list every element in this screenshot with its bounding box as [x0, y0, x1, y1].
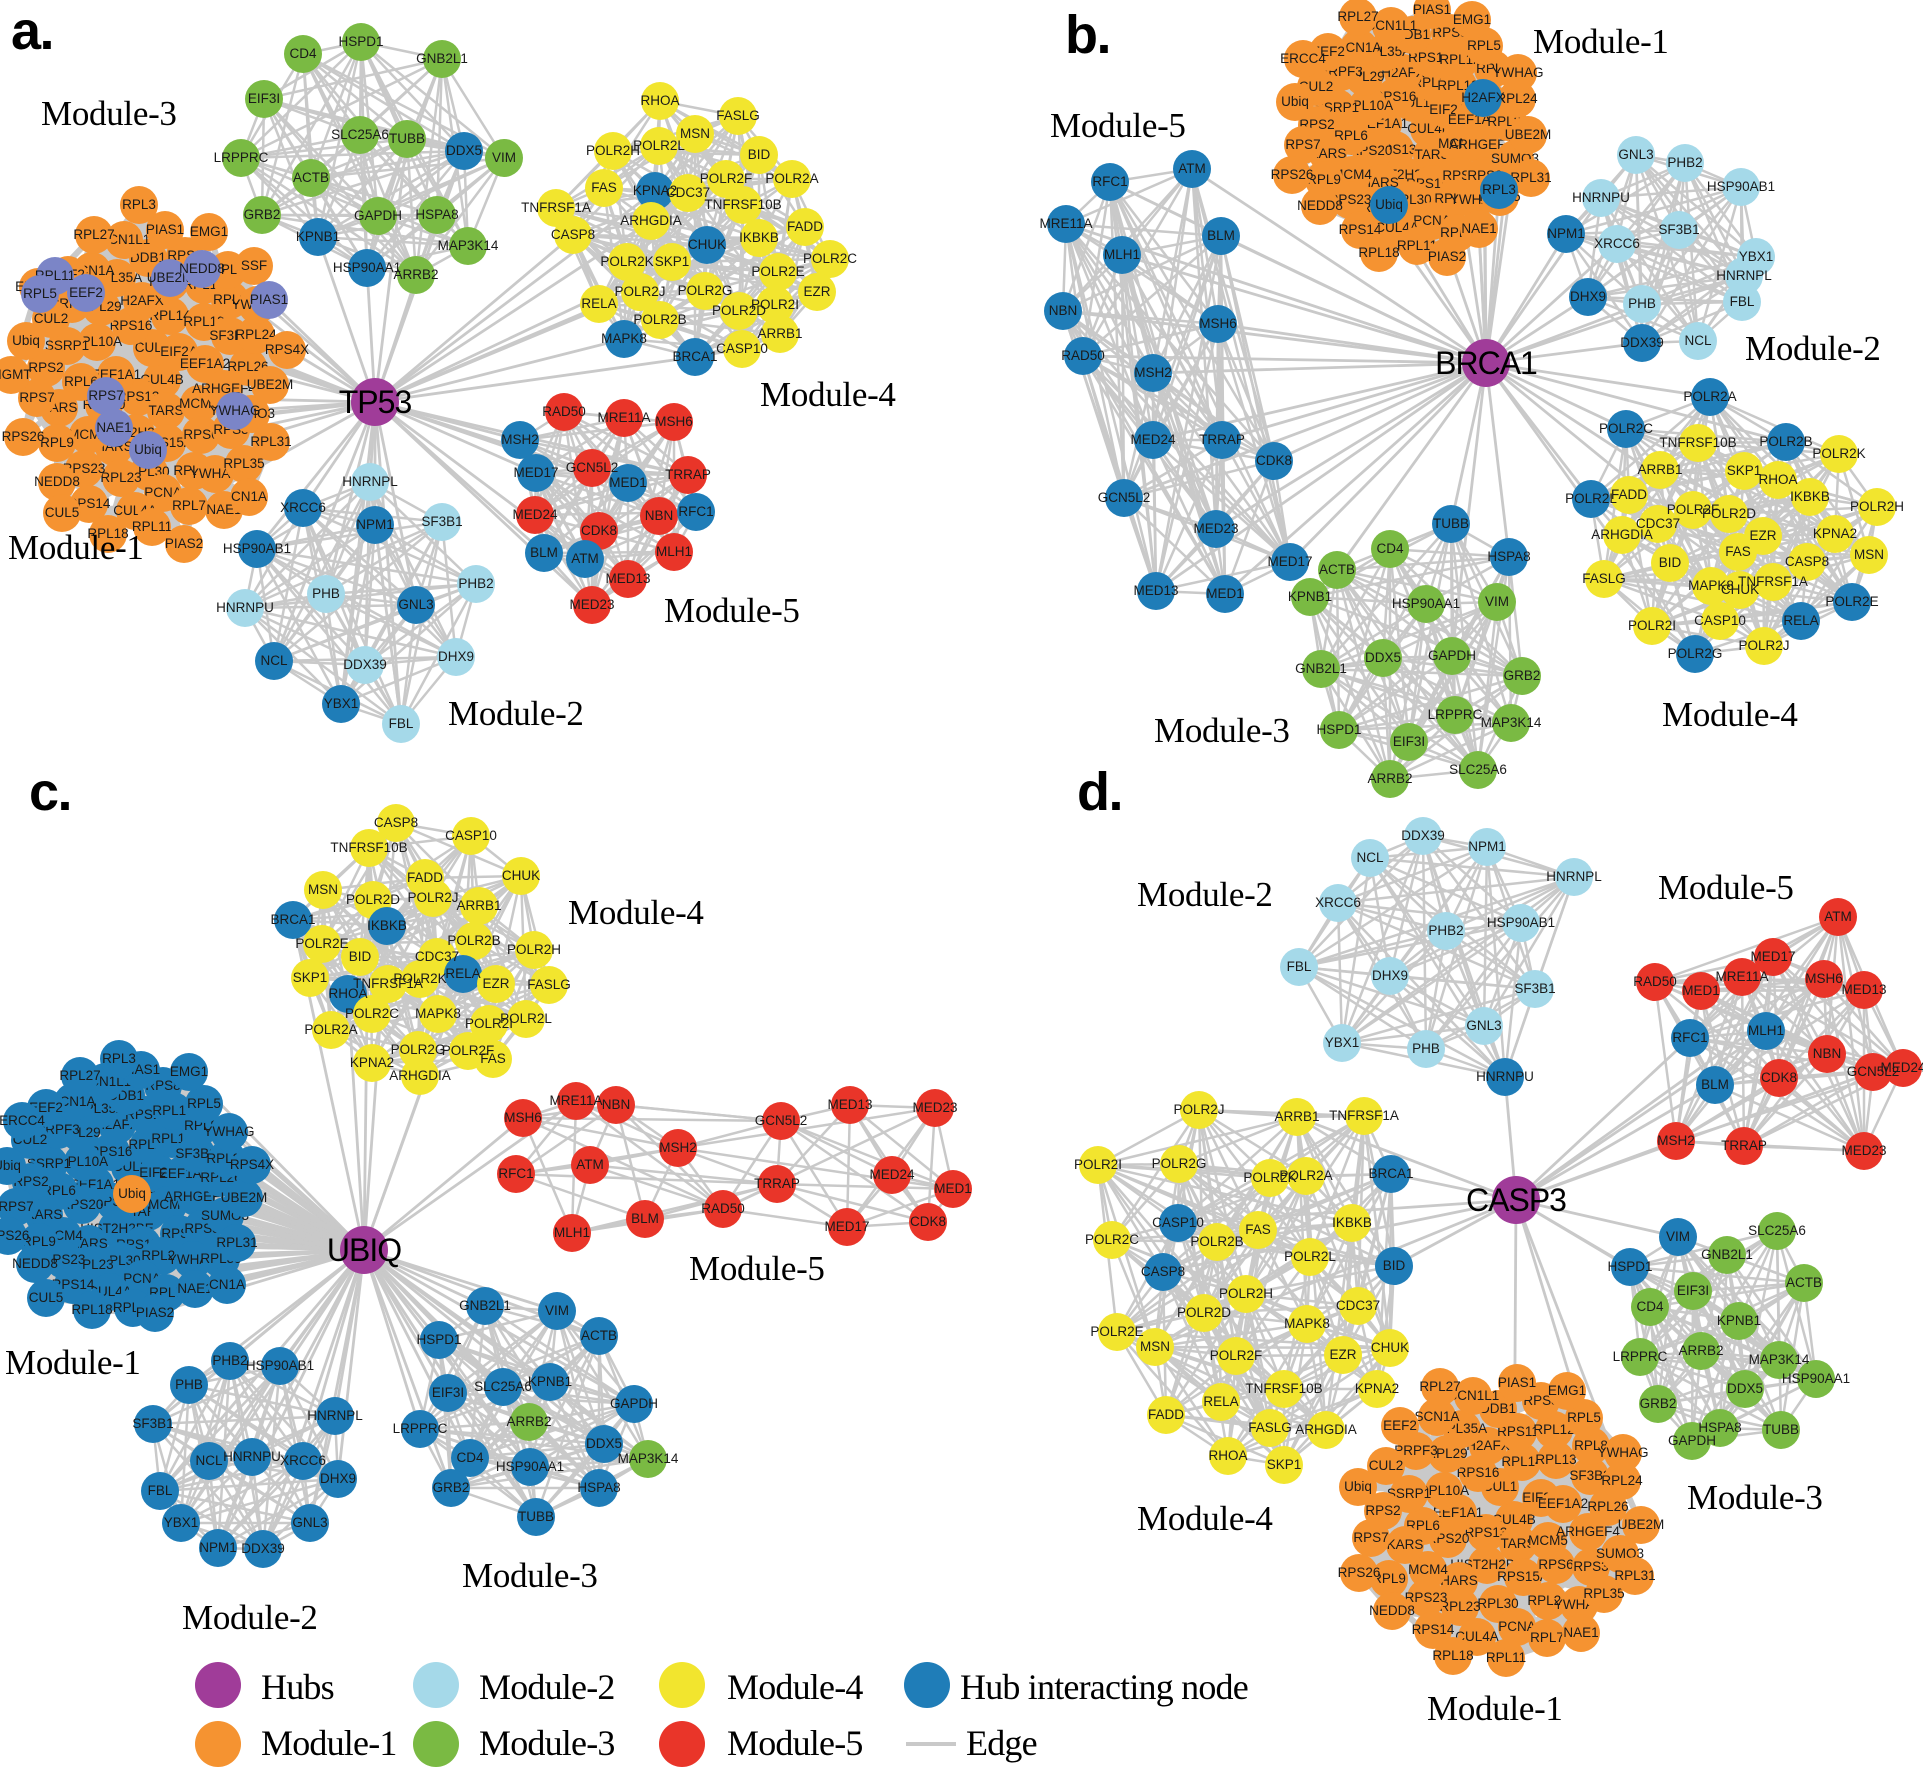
svg-text:UBE2M: UBE2M [221, 1190, 268, 1205]
svg-text:RPL18: RPL18 [1358, 245, 1399, 260]
svg-text:CUL5: CUL5 [29, 1290, 64, 1305]
svg-text:NAE1: NAE1 [177, 1281, 212, 1296]
svg-text:UBE2M: UBE2M [247, 377, 294, 392]
svg-text:NEDD8: NEDD8 [34, 474, 80, 489]
svg-text:Ubiq: Ubiq [1375, 197, 1403, 212]
svg-text:YWHAG: YWHAG [1492, 65, 1543, 80]
svg-text:RPL3: RPL3 [122, 197, 156, 212]
svg-text:RPL31: RPL31 [250, 434, 291, 449]
svg-text:PIAS1: PIAS1 [1413, 2, 1451, 17]
svg-text:RPL9: RPL9 [40, 435, 74, 450]
svg-text:RPS7: RPS7 [88, 388, 123, 403]
svg-text:NEDD8: NEDD8 [179, 261, 225, 276]
svg-text:YWHAG: YWHAG [203, 1124, 254, 1139]
svg-text:EEF2: EEF2 [69, 285, 103, 300]
svg-text:RPL27: RPL27 [73, 227, 114, 242]
svg-text:NAE1: NAE1 [1461, 221, 1496, 236]
svg-text:SSF: SSF [241, 258, 267, 273]
svg-text:NEDD8: NEDD8 [12, 1256, 58, 1271]
svg-text:RPL7: RPL7 [172, 498, 206, 513]
svg-text:RPL5: RPL5 [187, 1096, 221, 1111]
svg-text:Ubiq: Ubiq [134, 442, 162, 457]
svg-text:RPL27: RPL27 [59, 1068, 100, 1083]
svg-text:PIAS2: PIAS2 [165, 536, 203, 551]
svg-text:RPS2: RPS2 [28, 360, 63, 375]
svg-text:NEDD8: NEDD8 [1297, 198, 1343, 213]
svg-text:EEF1A2: EEF1A2 [180, 356, 230, 371]
svg-text:Ubiq: Ubiq [118, 1186, 146, 1201]
svg-text:RPS7: RPS7 [19, 390, 54, 405]
svg-text:Ubiq: Ubiq [0, 1158, 21, 1173]
svg-text:RPL27: RPL27 [1337, 9, 1378, 24]
svg-text:RPS7: RPS7 [0, 1199, 34, 1214]
svg-text:H2AFX: H2AFX [1461, 90, 1505, 105]
svg-text:RPS26: RPS26 [2, 429, 45, 444]
svg-text:CUL5: CUL5 [45, 505, 80, 520]
svg-text:RPL3: RPL3 [1482, 182, 1516, 197]
svg-text:PIAS1: PIAS1 [250, 292, 288, 307]
svg-text:RPS7: RPS7 [1285, 137, 1320, 152]
svg-text:RPL18: RPL18 [71, 1302, 112, 1317]
svg-text:RPL5: RPL5 [23, 286, 57, 301]
svg-text:CN1A: CN1A [209, 1277, 245, 1292]
svg-text:RPL31: RPL31 [216, 1235, 257, 1250]
svg-text:CN1A: CN1A [231, 489, 267, 504]
svg-text:PIAS2: PIAS2 [136, 1305, 174, 1320]
svg-text:RPL35: RPL35 [223, 456, 264, 471]
svg-text:Ubiq: Ubiq [1281, 94, 1309, 109]
svg-text:PIAS2: PIAS2 [1428, 249, 1466, 264]
svg-text:EMG1: EMG1 [1453, 12, 1491, 27]
svg-text:RPS16: RPS16 [110, 318, 153, 333]
svg-text:RPS4X: RPS4X [265, 342, 309, 357]
svg-text:RPS26: RPS26 [0, 1228, 29, 1243]
svg-text:RPL5: RPL5 [1467, 38, 1501, 53]
svg-text:MGMT: MGMT [0, 367, 32, 382]
svg-text:UBE2M: UBE2M [1505, 127, 1552, 142]
svg-text:RPS4X: RPS4X [230, 1157, 274, 1172]
svg-text:YWHAG: YWHAG [209, 403, 260, 418]
svg-text:RPL3: RPL3 [102, 1051, 136, 1066]
svg-text:RPL24: RPL24 [235, 327, 277, 342]
svg-text:EMG1: EMG1 [170, 1064, 208, 1079]
svg-text:ERCC4: ERCC4 [0, 1113, 45, 1128]
svg-text:RPS26: RPS26 [1271, 167, 1314, 182]
svg-text:RPL23: RPL23 [100, 470, 141, 485]
svg-text:EMG1: EMG1 [190, 224, 228, 239]
svg-text:Ubiq: Ubiq [12, 333, 40, 348]
svg-text:NAE1: NAE1 [96, 420, 131, 435]
svg-text:PIAS1: PIAS1 [146, 222, 184, 237]
svg-text:CUL2: CUL2 [34, 311, 69, 326]
svg-text:ERCC4: ERCC4 [1280, 51, 1326, 66]
